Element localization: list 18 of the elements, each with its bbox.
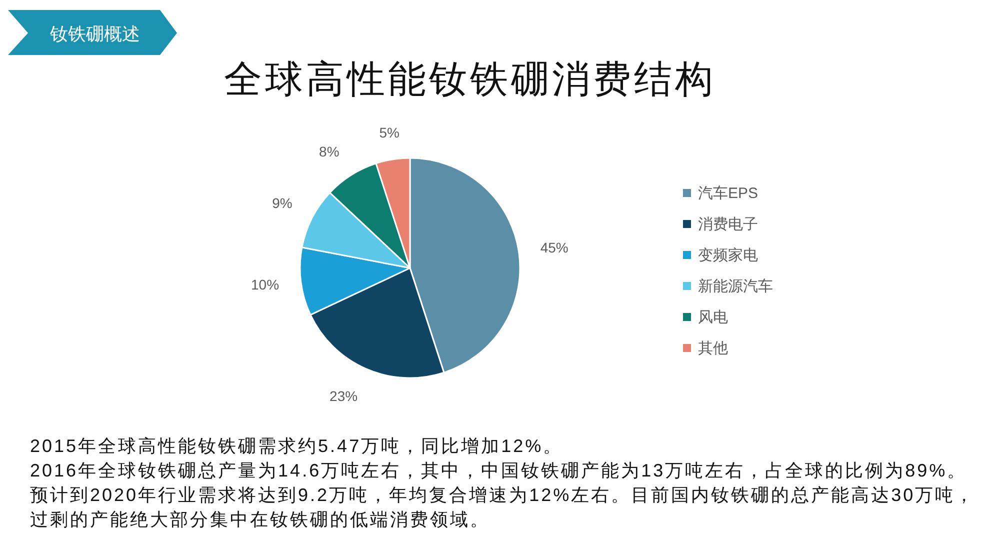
data-label: 45% [540,239,568,256]
text: 2016年全球钕铁硼总产量为14.6万吨左右，其中，中国钕铁硼产能为13万吨左右，占全球的比例为89%。 [30,460,968,480]
data-label: 5% [379,124,400,141]
chart-title: 全球高性能钕铁硼消费结构 [224,59,716,101]
legend-label: 其他 [698,340,728,357]
legend-label: 变频家电 [698,247,758,264]
legend-label: 新能源汽车 [698,278,773,295]
data-label: 10% [251,276,280,293]
text: 钕铁硼概述 [49,24,140,44]
text: 2015年全球高性能钕铁硼需求约5.47万吨，同比增加12%。 [30,436,564,456]
legend-label: 汽车EPS [698,185,758,202]
legend-label: 消费电子 [698,216,758,233]
data-label: 8% [319,144,340,160]
text: 过剩的产能绝大部分集中在钕铁硼的低端消费领域。 [30,510,490,530]
data-label: 23% [330,388,358,404]
data-label: 9% [272,195,292,212]
text: 预计到2020年行业需求将达到9.2万吨，年均复合增速为12%左右。目前国内钕铁硼的总产能高达30万吨， [30,485,976,505]
legend-label: 风电 [698,309,728,326]
